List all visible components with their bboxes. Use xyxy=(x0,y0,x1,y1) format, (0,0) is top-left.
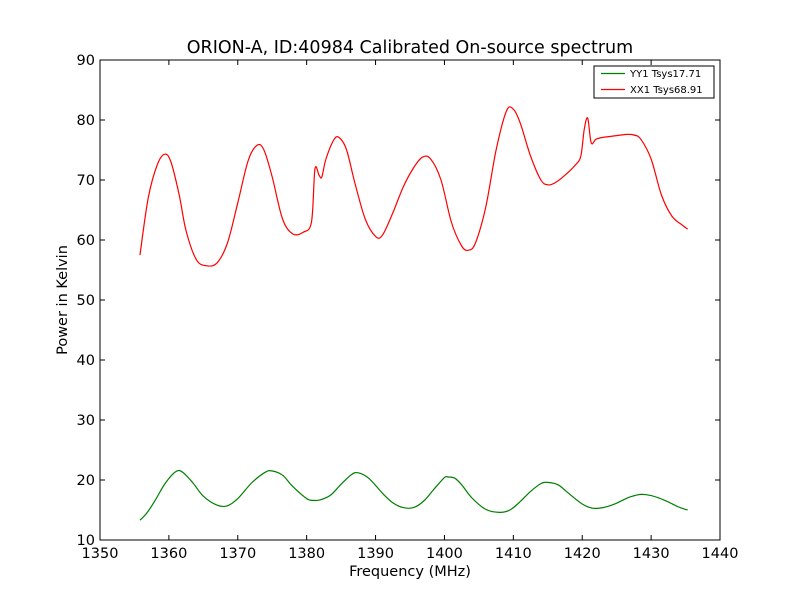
y-tick-label: 90 xyxy=(77,53,95,69)
x-tick-label: 1360 xyxy=(150,546,187,562)
tick-layer: 1350 1360 1370 1380 1390 1400 1410 1420 1430 1440… xyxy=(77,53,739,562)
plot-frame xyxy=(99,59,721,541)
x-tick-label: 1390 xyxy=(357,546,394,562)
series-line-xx1 xyxy=(139,106,688,267)
series-layer xyxy=(139,106,688,521)
chart-title: ORION-A, ID:40984 Calibrated On-source s… xyxy=(187,38,633,58)
y-tick-label: 50 xyxy=(77,293,95,309)
legend-label-xx1: XX1 Tsys68.91 xyxy=(630,85,703,96)
legend: YY1 Tsys17.71 XX1 Tsys68.91 xyxy=(593,65,715,99)
x-tick-label: 1380 xyxy=(288,546,325,562)
x-tick-label: 1370 xyxy=(219,546,256,562)
y-tick-label: 80 xyxy=(77,113,95,129)
x-axis-label: Frequency (MHz) xyxy=(349,564,471,580)
series-line-yy1 xyxy=(139,469,688,521)
y-tick-label: 40 xyxy=(77,353,95,369)
y-tick-label: 70 xyxy=(77,173,95,189)
x-tick-label: 1400 xyxy=(426,546,463,562)
x-tick-label: 1420 xyxy=(564,546,601,562)
y-tick-label: 10 xyxy=(77,533,95,549)
legend-label-yy1: YY1 Tsys17.71 xyxy=(629,69,701,80)
x-tick-label: 1350 xyxy=(82,546,119,562)
x-tick-label: 1430 xyxy=(633,546,670,562)
x-tick-label: 1410 xyxy=(495,546,532,562)
y-axis-label: Power in Kelvin xyxy=(55,245,71,355)
legend-box xyxy=(593,65,715,99)
y-tick-label: 30 xyxy=(77,413,95,429)
y-tick-label: 20 xyxy=(77,473,95,489)
y-tick-label: 60 xyxy=(77,233,95,249)
x-tick-label: 1440 xyxy=(702,546,739,562)
